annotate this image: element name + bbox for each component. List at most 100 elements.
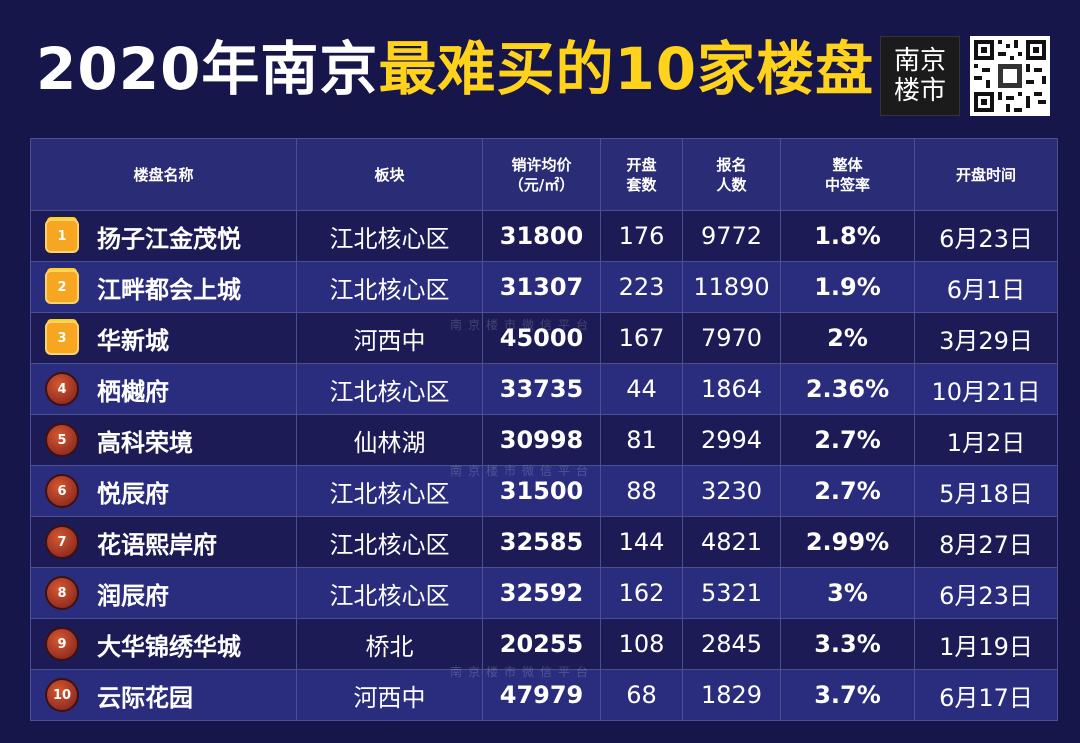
cell-district: 仙林湖 bbox=[296, 414, 483, 466]
project-name: 云际花园 bbox=[97, 683, 193, 712]
project-name: 大华锦绣华城 bbox=[97, 632, 241, 661]
cell-name: 9 大华锦绣华城 bbox=[30, 618, 297, 670]
cell-district: 江北核心区 bbox=[296, 261, 483, 313]
cell-date: 6月23日 bbox=[914, 567, 1058, 619]
cell-price: 31500 bbox=[482, 465, 601, 517]
header-units: 开盘 套数 bbox=[600, 138, 683, 211]
cell-price: 32592 bbox=[482, 567, 601, 619]
cell-district: 江北核心区 bbox=[296, 465, 483, 517]
rank-badge-icon: 4 bbox=[45, 372, 79, 406]
cell-price: 31307 bbox=[482, 261, 601, 313]
cell-units: 68 bbox=[600, 669, 683, 721]
cell-price: 30998 bbox=[482, 414, 601, 466]
rank-badge-icon: 7 bbox=[45, 525, 79, 559]
cell-rate: 2.99% bbox=[780, 516, 915, 568]
header-name: 楼盘名称 bbox=[30, 138, 297, 211]
rank-badge-icon: 6 bbox=[45, 474, 79, 508]
cell-rate: 2.7% bbox=[780, 414, 915, 466]
header-units-line2: 套数 bbox=[626, 175, 657, 194]
cell-applicants: 11890 bbox=[682, 261, 781, 313]
cell-price: 47979 bbox=[482, 669, 601, 721]
cell-rate: 1.9% bbox=[780, 261, 915, 313]
rank-badge-icon: 8 bbox=[45, 576, 79, 610]
cell-district: 河西中 bbox=[296, 312, 483, 364]
header-rate-line2: 中签率 bbox=[824, 175, 870, 194]
header-units-line1: 开盘 bbox=[626, 155, 657, 174]
cell-district: 江北核心区 bbox=[296, 363, 483, 415]
cell-units: 44 bbox=[600, 363, 683, 415]
project-name: 扬子江金茂悦 bbox=[97, 224, 241, 253]
cell-name: 8 润辰府 bbox=[30, 567, 297, 619]
cell-name: 6 悦辰府 bbox=[30, 465, 297, 517]
cell-name: 10 云际花园 bbox=[30, 669, 297, 721]
cell-name: 3 华新城 bbox=[30, 312, 297, 364]
header-price-line2: （元/㎡） bbox=[508, 175, 575, 194]
cell-units: 223 bbox=[600, 261, 683, 313]
project-name: 润辰府 bbox=[97, 581, 169, 610]
cell-rate: 1.8% bbox=[780, 210, 915, 262]
cell-date: 1月2日 bbox=[914, 414, 1058, 466]
logo-line1: 南京 bbox=[893, 46, 946, 76]
cell-units: 176 bbox=[600, 210, 683, 262]
header-applicants-line2: 人数 bbox=[716, 175, 747, 194]
header-district: 板块 bbox=[296, 138, 483, 211]
rank-badge-icon: 1 bbox=[45, 219, 79, 253]
header-date: 开盘时间 bbox=[914, 138, 1058, 211]
cell-applicants: 7970 bbox=[682, 312, 781, 364]
project-name: 悦辰府 bbox=[97, 479, 169, 508]
cell-units: 108 bbox=[600, 618, 683, 670]
title-highlight: 最难买的10家楼盘 bbox=[378, 35, 875, 103]
cell-date: 6月1日 bbox=[914, 261, 1058, 313]
cell-units: 88 bbox=[600, 465, 683, 517]
rank-badge-icon: 9 bbox=[45, 627, 79, 661]
cell-price: 32585 bbox=[482, 516, 601, 568]
project-name: 华新城 bbox=[97, 326, 169, 355]
cell-applicants: 3230 bbox=[682, 465, 781, 517]
header-rate: 整体 中签率 bbox=[780, 138, 915, 211]
table-row: 7 花语熙岸府 江北核心区 32585 144 4821 2.99% 8月27日 bbox=[30, 516, 1058, 568]
cell-date: 6月23日 bbox=[914, 210, 1058, 262]
cell-rate: 3.3% bbox=[780, 618, 915, 670]
cell-date: 3月29日 bbox=[914, 312, 1058, 364]
project-name: 栖樾府 bbox=[97, 377, 169, 406]
cell-date: 6月17日 bbox=[914, 669, 1058, 721]
cell-rate: 3.7% bbox=[780, 669, 915, 721]
header-price: 销许均价 （元/㎡） bbox=[482, 138, 601, 211]
cell-rate: 2% bbox=[780, 312, 915, 364]
cell-district: 江北核心区 bbox=[296, 567, 483, 619]
cell-rate: 2.7% bbox=[780, 465, 915, 517]
table-row: 10 云际花园 河西中 47979 68 1829 3.7% 6月17日 bbox=[30, 669, 1058, 721]
table-row: 4 栖樾府 江北核心区 33735 44 1864 2.36% 10月21日 bbox=[30, 363, 1058, 415]
cell-applicants: 4821 bbox=[682, 516, 781, 568]
table-row: 1 扬子江金茂悦 江北核心区 31800 176 9772 1.8% 6月23日 bbox=[30, 210, 1058, 262]
project-name: 江畔都会上城 bbox=[97, 275, 241, 304]
cell-district: 江北核心区 bbox=[296, 516, 483, 568]
cell-applicants: 2845 bbox=[682, 618, 781, 670]
rank-badge-icon: 3 bbox=[45, 321, 79, 355]
cell-date: 5月18日 bbox=[914, 465, 1058, 517]
table-header-row: 楼盘名称 板块 销许均价 （元/㎡） 开盘 套数 报名 人数 整体 中签率 开盘时间 bbox=[30, 138, 1058, 211]
logo-line2: 楼市 bbox=[893, 76, 946, 106]
cell-applicants: 1864 bbox=[682, 363, 781, 415]
cell-units: 167 bbox=[600, 312, 683, 364]
header-rate-line1: 整体 bbox=[832, 155, 863, 174]
cell-rate: 2.36% bbox=[780, 363, 915, 415]
page-title: 2020年南京最难买的10家楼盘 bbox=[36, 28, 874, 110]
table-row: 6 悦辰府 江北核心区 31500 88 3230 2.7% 5月18日 bbox=[30, 465, 1058, 517]
cell-price: 20255 bbox=[482, 618, 601, 670]
cell-price: 33735 bbox=[482, 363, 601, 415]
cell-units: 144 bbox=[600, 516, 683, 568]
cell-rate: 3% bbox=[780, 567, 915, 619]
rank-badge-icon: 2 bbox=[45, 270, 79, 304]
cell-date: 1月19日 bbox=[914, 618, 1058, 670]
table-row: 8 润辰府 江北核心区 32592 162 5321 3% 6月23日 bbox=[30, 567, 1058, 619]
cell-applicants: 5321 bbox=[682, 567, 781, 619]
table-row: 5 高科荣境 仙林湖 30998 81 2994 2.7% 1月2日 bbox=[30, 414, 1058, 466]
table-row: 9 大华锦绣华城 桥北 20255 108 2845 3.3% 1月19日 bbox=[30, 618, 1058, 670]
cell-name: 5 高科荣境 bbox=[30, 414, 297, 466]
cell-applicants: 9772 bbox=[682, 210, 781, 262]
cell-district: 江北核心区 bbox=[296, 210, 483, 262]
cell-applicants: 1829 bbox=[682, 669, 781, 721]
cell-name: 2 江畔都会上城 bbox=[30, 261, 297, 313]
cell-name: 4 栖樾府 bbox=[30, 363, 297, 415]
